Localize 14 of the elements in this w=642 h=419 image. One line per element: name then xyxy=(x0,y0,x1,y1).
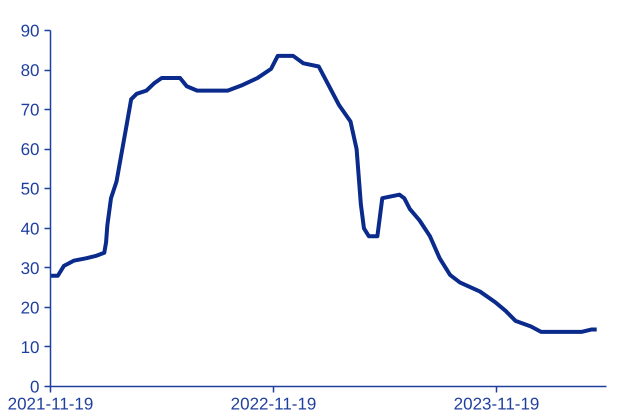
y-tick-label: 40 xyxy=(20,219,40,238)
x-tick-label: 2023-11-19 xyxy=(454,394,540,414)
line-series xyxy=(50,54,599,334)
x-tick-label: 2021-11-19 xyxy=(8,394,94,414)
x-tick-label: 2022-11-19 xyxy=(230,394,316,414)
y-tick-label: 0 xyxy=(30,378,40,396)
y-tick-label: 10 xyxy=(20,338,40,357)
y-tick-label: 60 xyxy=(20,140,40,160)
y-tick-label: 20 xyxy=(20,298,40,318)
y-tick-label: 50 xyxy=(20,180,40,199)
y-tick-label: 80 xyxy=(20,61,40,80)
y-tick-label: 70 xyxy=(20,100,40,120)
y-tick-label: 90 xyxy=(20,22,40,40)
y-tick-label: 30 xyxy=(20,258,40,278)
